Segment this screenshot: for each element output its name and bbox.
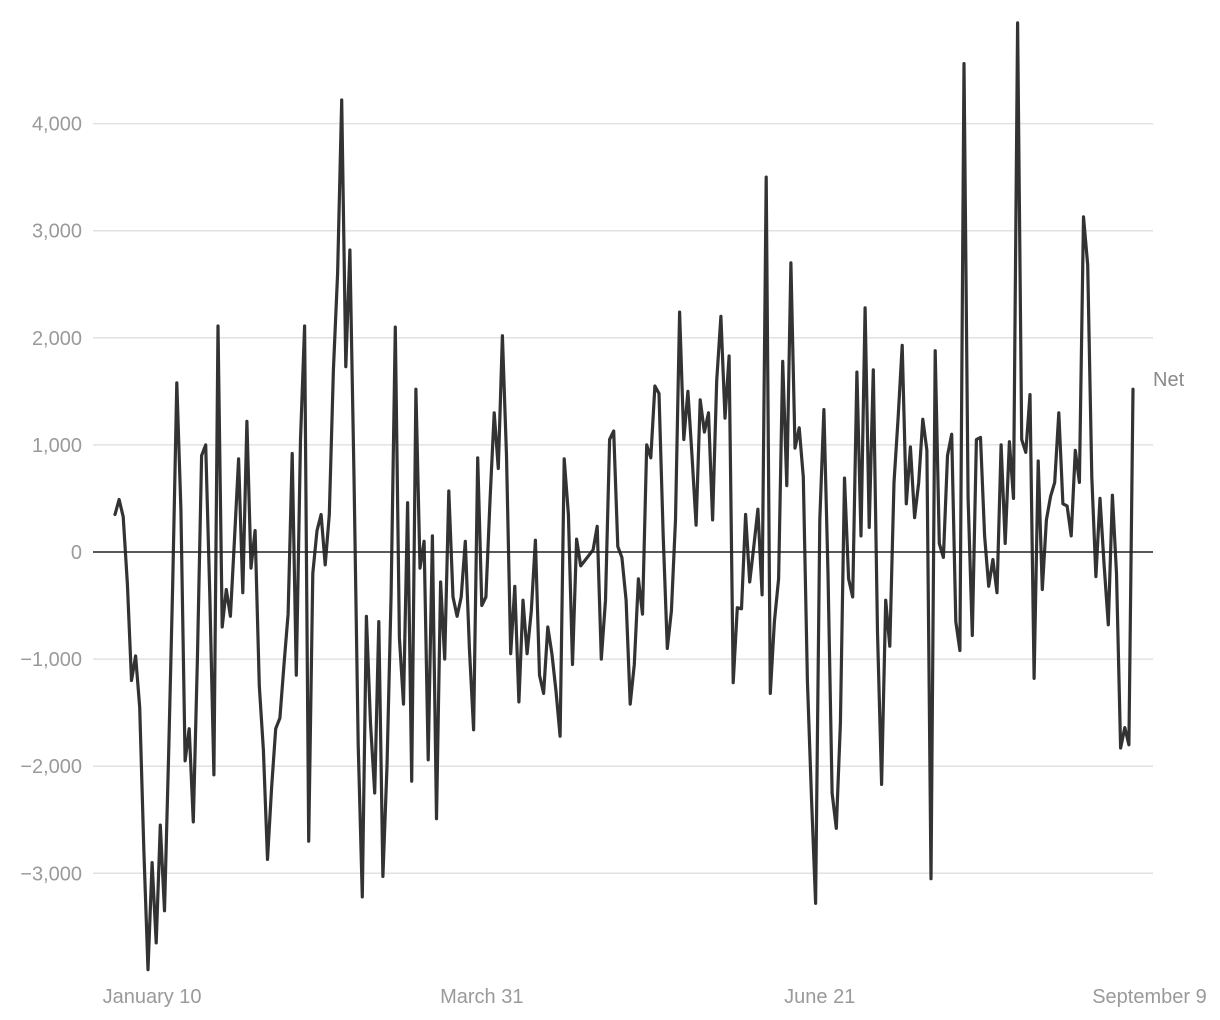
- x-tick-label: June 21: [784, 986, 855, 1008]
- y-tick-label: 0: [71, 542, 82, 564]
- x-tick-label: March 31: [440, 986, 523, 1008]
- y-tick-label: 4,000: [32, 114, 82, 136]
- y-tick-label: −3,000: [20, 863, 82, 885]
- series-label-net: Net: [1153, 369, 1185, 391]
- y-tick-label: −2,000: [20, 756, 82, 778]
- x-tick-label: January 10: [103, 986, 202, 1008]
- y-tick-label: 3,000: [32, 221, 82, 243]
- y-axis-ticks: −3,000 −2,000 −1,000 0 1,000 2,000 3,000 4,000: [20, 114, 82, 886]
- series-line-net: [113, 21, 1135, 972]
- y-tick-label: 2,000: [32, 328, 82, 350]
- gridlines: [93, 122, 1153, 875]
- y-tick-label: 1,000: [32, 435, 82, 457]
- series-layer: Net: [93, 21, 1185, 972]
- y-tick-label: −1,000: [20, 649, 82, 671]
- x-tick-label: September 9: [1092, 986, 1207, 1008]
